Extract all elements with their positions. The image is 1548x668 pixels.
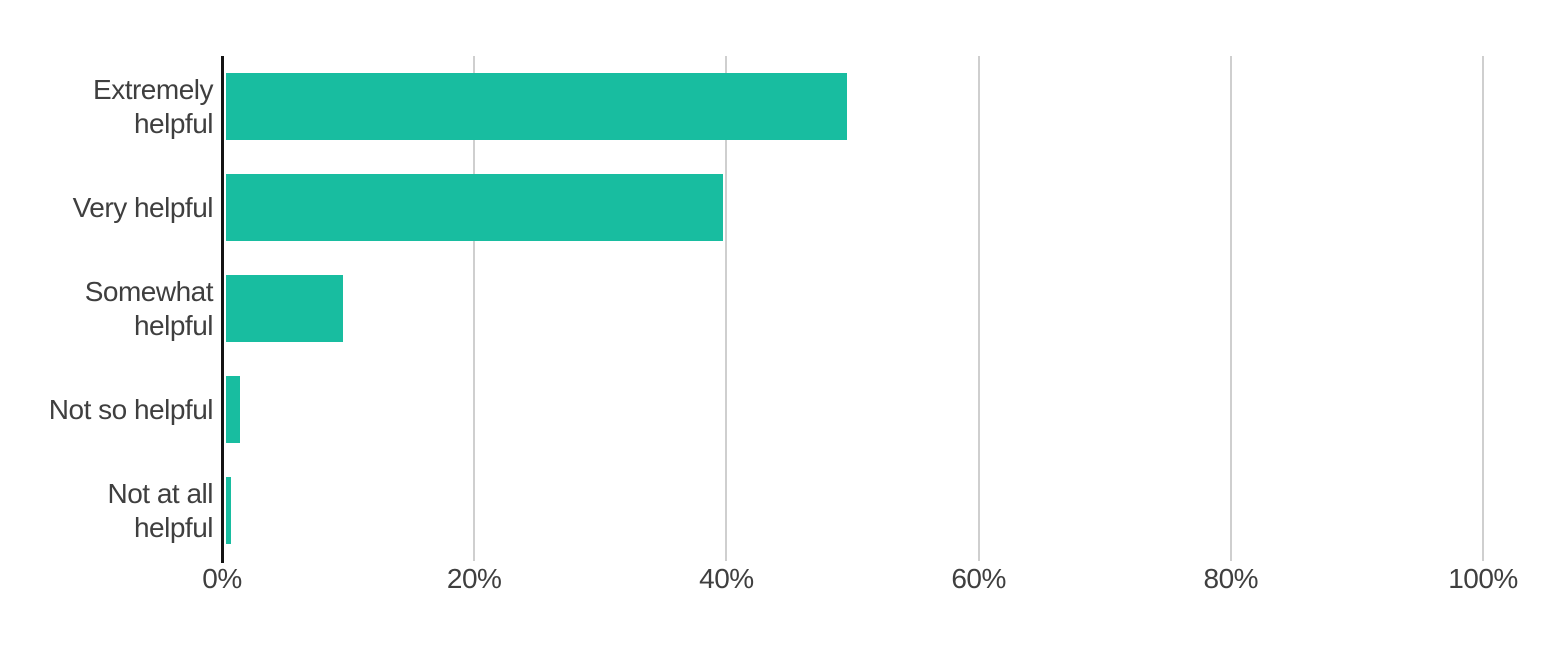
category-label: Extremely helpful <box>0 73 213 141</box>
bar[interactable] <box>226 477 231 544</box>
category-label: Somewhat helpful <box>0 275 214 343</box>
x-tick-label: 100% <box>1448 563 1518 594</box>
bar[interactable] <box>226 275 344 342</box>
gridline-60% <box>977 56 980 561</box>
x-tick-label: 60% <box>951 563 1006 594</box>
category-label: Not at all helpful <box>0 477 214 545</box>
category-label: Not so helpful <box>0 393 214 427</box>
gridline-40% <box>725 56 728 561</box>
gridline-20% <box>473 56 476 561</box>
x-tick-label: 40% <box>699 563 754 594</box>
category-label-line: Not so helpful <box>48 393 214 425</box>
bar[interactable] <box>226 73 848 140</box>
gridline-100% <box>1482 56 1484 561</box>
x-tick-label: 80% <box>1203 563 1259 594</box>
category-label-line: helpful <box>133 309 214 341</box>
bar[interactable] <box>226 376 240 443</box>
category-label-line: Very helpful <box>72 191 214 223</box>
category-label-line: helpful <box>133 511 214 543</box>
plot-area <box>221 56 1484 563</box>
category-label-line: Somewhat <box>84 275 214 307</box>
category-label: Very helpful <box>0 191 214 225</box>
x-tick-label: 0% <box>202 563 242 594</box>
y-axis-line <box>221 56 224 563</box>
x-tick-label: 20% <box>446 563 502 594</box>
bar[interactable] <box>226 174 723 241</box>
category-label-line: Not at all <box>107 477 214 509</box>
gridline-80% <box>1229 56 1232 561</box>
category-label-line: helpful <box>133 107 214 139</box>
category-label-line: Extremely <box>93 73 213 105</box>
